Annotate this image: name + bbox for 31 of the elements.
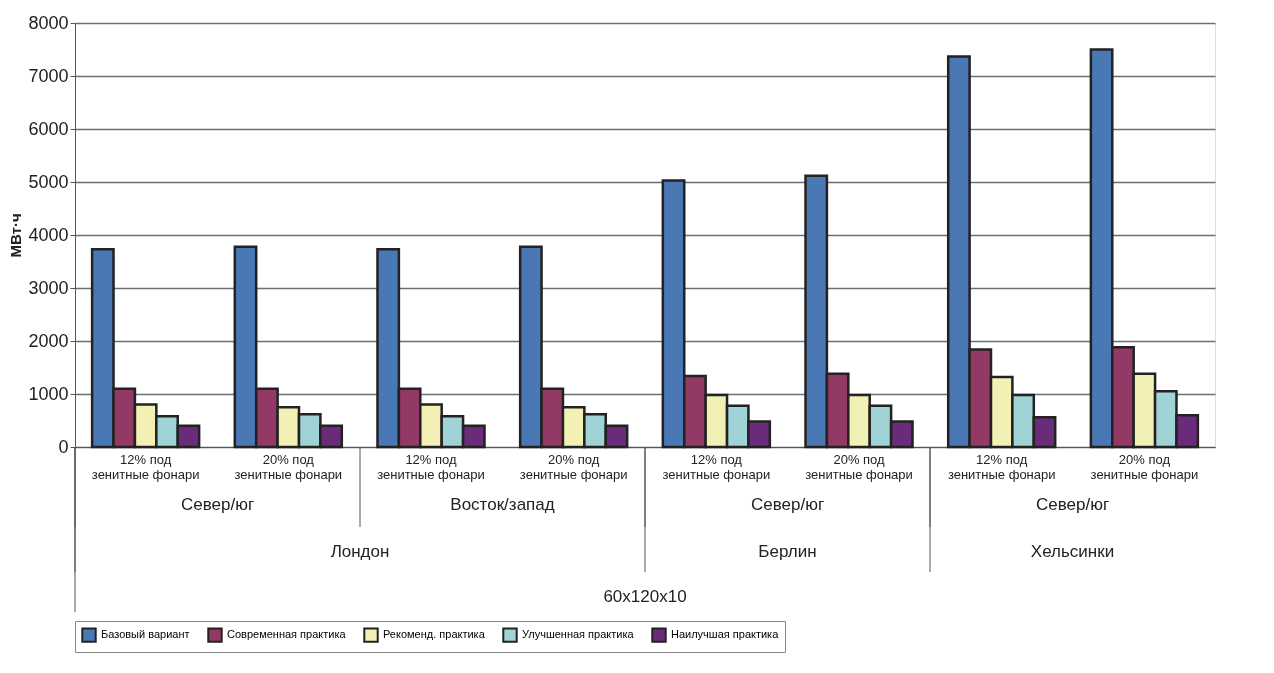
y-tick-label: 5000	[28, 171, 69, 192]
text: Север/юг	[180, 495, 255, 514]
text: Лондон	[330, 542, 390, 561]
legend-label: Базовый вариант	[101, 628, 190, 641]
y-tick-label: 6000	[28, 118, 69, 139]
y-tick-label: 4000	[28, 224, 69, 245]
text: Север/юг	[1035, 495, 1110, 514]
x-tick-label: 12% под зенитные фонари	[377, 451, 485, 482]
text: Север/юг	[750, 495, 825, 514]
legend-label: Наилучшая практика	[671, 628, 780, 641]
text: Восток/запад	[450, 495, 555, 514]
x-tick-label: 20% под зенитные фонари	[519, 451, 628, 482]
legend-label: Современная практика	[227, 628, 347, 641]
x-tick-label: 12% под зенитные фонари	[662, 451, 771, 482]
y-tick-label: 7000	[28, 65, 69, 86]
x-tick-label: 20% под зенитные фонари	[1090, 451, 1199, 482]
legend-label: Улучшенная практика	[522, 628, 635, 641]
y-tick-label: 8000	[28, 12, 69, 33]
x-tick-label: 12% под зенитные фонари	[947, 451, 1056, 482]
y-tick-label: 3000	[28, 277, 69, 298]
y-tick-label: 1000	[28, 383, 69, 404]
text: 60x120x10	[603, 587, 687, 606]
text: Хельсинки	[1030, 542, 1115, 561]
x-tick-label: 20% под зенитные фонари	[234, 451, 343, 482]
y-tick-label: 0	[58, 436, 69, 457]
legend-label: Рекоменд. практика	[383, 628, 486, 641]
y-tick-label: 2000	[28, 330, 69, 351]
text: Берлин	[758, 542, 817, 561]
x-tick-label: 20% под зенитные фонари	[805, 451, 913, 482]
x-tick-label: 12% под зенитные фонари	[91, 451, 200, 482]
y-axis-title: МВт·ч	[7, 213, 25, 258]
